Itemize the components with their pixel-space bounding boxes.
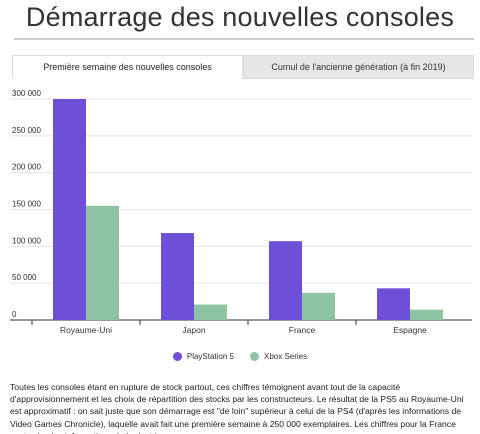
bar-ps5[interactable] [377,288,410,320]
tab-bar: Première semaine des nouvelles consoles … [12,55,474,79]
y-tick-label: 0 [12,310,17,319]
bar-xbox[interactable] [302,292,335,320]
legend-item-xbox[interactable]: Xbox Series [250,351,308,361]
y-tick-label: 200 000 [12,163,41,172]
bar-ps5[interactable] [161,233,194,320]
y-tick-label: 50 000 [12,273,37,282]
x-tick-label: Japon [182,325,205,335]
y-tick-label: 100 000 [12,236,41,245]
bar-ps5[interactable] [53,99,86,320]
chart-legend: PlayStation 5 Xbox Series [0,349,480,363]
legend-dot-xbox [250,351,259,361]
title-divider [14,38,474,40]
y-tick-label: 250 000 [12,126,41,135]
chart-footnote: Toutes les consoles étant en rupture de … [10,382,464,434]
y-tick-label: 150 000 [12,200,41,209]
bar-xbox[interactable] [194,304,227,320]
legend-label-ps5: PlayStation 5 [186,351,234,361]
tab-previous-generation[interactable]: Cumul de l'ancienne génération (à fin 20… [243,55,474,79]
bar-chart: 0 50 000 100 000 150 000 200 000 250 000 300 0… [10,89,472,335]
page-title: Démarrage des nouvelles consoles [25,2,455,32]
tab-first-week[interactable]: Première semaine des nouvelles consoles [12,55,243,79]
bar-xbox[interactable] [86,205,119,320]
chart-area: 0 50 000 100 000 150 000 200 000 250 000 300 0… [0,85,480,340]
bar-ps5[interactable] [269,241,302,320]
legend-dot-ps5 [172,351,182,361]
legend-item-ps5[interactable]: PlayStation 5 [172,351,234,361]
y-tick-label: 300 000 [12,89,41,98]
bar-xbox[interactable] [410,309,443,320]
x-tick-label: France [289,325,316,335]
x-tick-label: Espagne [393,325,427,335]
legend-label-xbox: Xbox Series [264,351,308,361]
x-tick-label: Royaume-Uni [60,325,112,335]
